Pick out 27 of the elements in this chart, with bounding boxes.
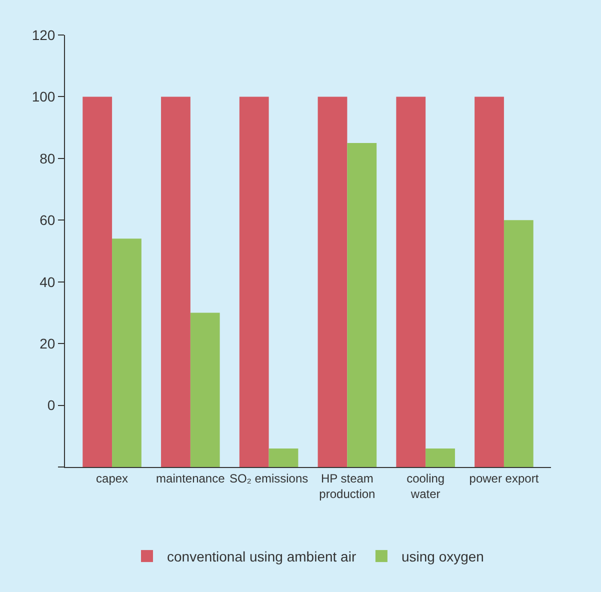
y-tick-label: 0 [47, 397, 56, 414]
y-tick-label: 60 [40, 212, 56, 228]
y-tick-label: 120 [32, 26, 56, 43]
bar [318, 96, 348, 467]
bar [268, 448, 298, 467]
y-tick-label: 20 [40, 335, 56, 352]
y-tick-label: 100 [32, 88, 56, 105]
bar [190, 312, 220, 467]
x-tick-label: SO₂ emissions [229, 471, 308, 486]
bar [396, 96, 426, 467]
bar [82, 96, 112, 467]
x-tick-label: maintenance [156, 471, 226, 486]
x-tick-label: cooling water [406, 471, 445, 501]
bar [347, 143, 377, 467]
y-tick-label: 80 [40, 150, 56, 166]
bar [504, 220, 534, 467]
x-tick-label: power export [469, 471, 540, 486]
bar [239, 96, 269, 467]
bar [474, 96, 504, 467]
bar [112, 238, 142, 467]
legend-label: using oxygen [401, 548, 484, 564]
legend-label: conventional using ambient air [167, 548, 356, 564]
y-tick-label: 40 [40, 274, 56, 290]
x-tick-label: HP steam production [319, 471, 376, 501]
bar [426, 448, 455, 467]
bar [161, 96, 190, 467]
x-tick-label: capex [96, 471, 128, 486]
